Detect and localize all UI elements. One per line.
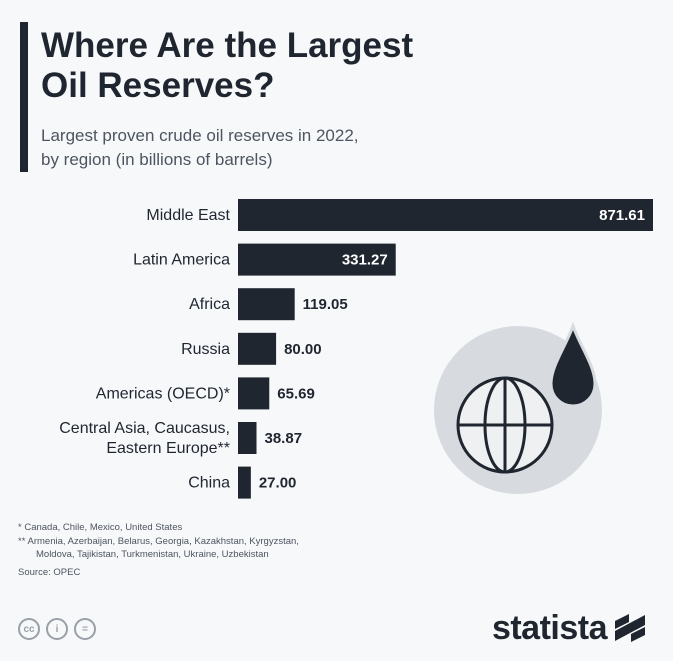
bar	[238, 243, 396, 276]
footnote-central-asia-line-2: Moldova, Tajikistan, Turkmenistan, Ukrai…	[36, 549, 269, 560]
category-label: Middle East	[146, 207, 230, 224]
license-icons: cc i =	[18, 618, 96, 644]
title-line-2: Oil Reserves?	[41, 66, 275, 105]
footnote-central-asia-line-1: ** Armenia, Azerbaijan, Belarus, Georgia…	[18, 535, 299, 547]
bar	[238, 288, 295, 321]
bar	[238, 422, 257, 454]
cc-icon[interactable]: cc	[18, 618, 40, 640]
category-label: Latin America	[133, 252, 230, 269]
value-label: 119.05	[303, 296, 348, 313]
oil-drop-illustration	[434, 321, 602, 494]
category-label: Africa	[189, 296, 230, 313]
bar-chart: Middle East 871.61 Latin America 331.27 Afri…	[59, 199, 653, 499]
value-label: 65.69	[277, 385, 315, 402]
title-accent-bar	[20, 22, 28, 172]
title-line-1: Where Are the Largest	[41, 26, 414, 65]
subtitle-line-1: Largest proven crude oil reserves in 202…	[41, 126, 359, 145]
category-label: Americas (OECD)*	[96, 385, 230, 402]
value-label: 38.87	[265, 430, 303, 447]
bar	[238, 332, 277, 365]
bar	[238, 377, 270, 410]
bar	[238, 199, 653, 231]
category-label: Russia	[181, 341, 230, 358]
source-note: Source: OPEC	[18, 566, 81, 578]
statista-mark-icon	[615, 614, 645, 642]
value-label: 331.27	[342, 252, 388, 269]
globe-icon	[456, 376, 554, 474]
value-label: 871.61	[599, 207, 645, 224]
value-label: 80.00	[284, 341, 322, 358]
category-label: China	[188, 475, 230, 492]
chart-title: Where Are the Largest Oil Reserves?	[41, 26, 641, 106]
subtitle-line-2: by region (in billions of barrels)	[41, 150, 273, 169]
attribution-icon[interactable]: i	[46, 618, 68, 640]
bar	[238, 466, 251, 499]
chart-subtitle: Largest proven crude oil reserves in 202…	[41, 124, 641, 172]
category-label: Central Asia, Caucasus, Eastern Europe**	[59, 420, 230, 457]
footnotes: * Canada, Chile, Mexico, United States *…	[18, 521, 538, 579]
value-label: 27.00	[259, 475, 297, 492]
statista-logo[interactable]: statista	[492, 608, 647, 648]
oil-drop-icon	[549, 321, 597, 408]
no-derivatives-icon[interactable]: =	[74, 618, 96, 640]
brand-name: statista	[491, 608, 608, 647]
footnote-americas: * Canada, Chile, Mexico, United States	[18, 522, 183, 533]
